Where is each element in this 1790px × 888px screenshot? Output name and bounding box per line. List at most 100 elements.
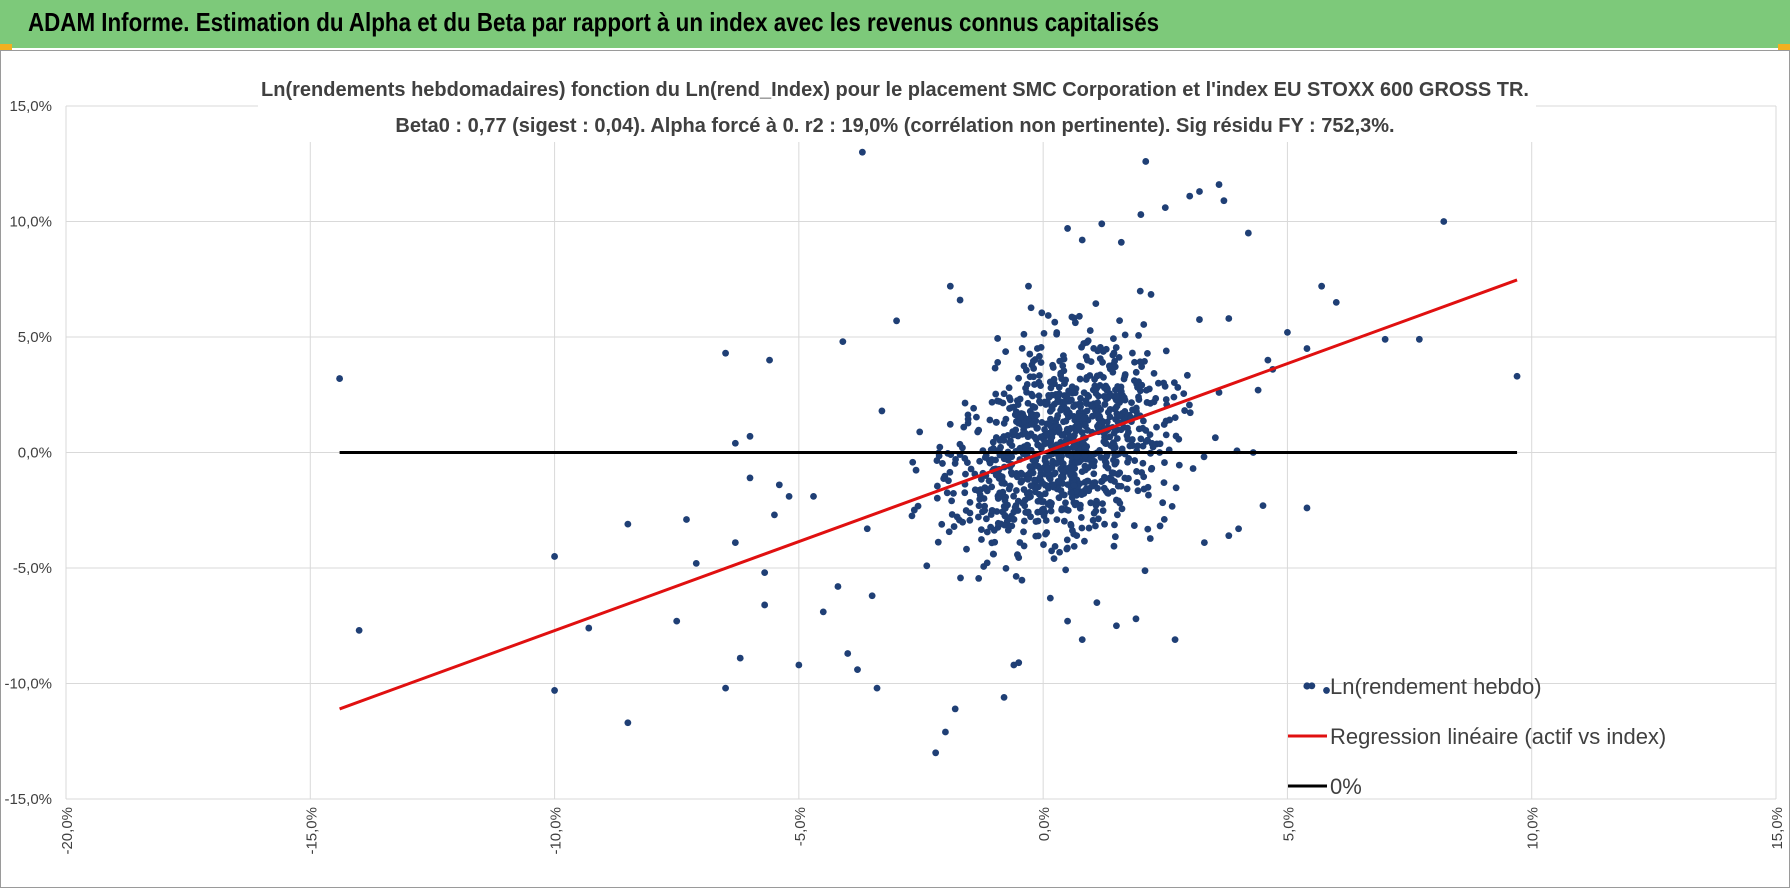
scatter-point <box>1116 412 1123 420</box>
scatter-point <box>1012 572 1020 580</box>
x-tick-label: -10,0% <box>548 807 565 855</box>
scatter-point <box>731 539 739 546</box>
y-tick-label: 0,0% <box>18 445 52 462</box>
scatter-point <box>1211 434 1219 442</box>
scatter-point <box>1264 356 1272 364</box>
scatter-point <box>1076 504 1084 512</box>
scatter-point <box>1037 344 1045 351</box>
scatter-point <box>946 282 954 290</box>
scatter-point <box>1059 352 1067 360</box>
scatter-point <box>731 439 739 447</box>
scatter-point <box>1110 444 1118 452</box>
scatter-point <box>1080 414 1088 422</box>
scatter-point <box>1005 384 1013 392</box>
scatter-point <box>967 465 975 473</box>
scatter-point <box>1144 525 1152 533</box>
scatter-point <box>943 489 951 497</box>
scatter-point <box>1161 459 1168 466</box>
scatter-point <box>1034 497 1042 505</box>
scatter-point <box>1026 350 1034 358</box>
scatter-point <box>1101 475 1109 483</box>
scatter-point <box>977 475 985 483</box>
x-axis-tick-labels: -20,0% -15,0% -10,0% -5,0% 0,0% 5,0% 10,0% 15,0… <box>59 807 1786 855</box>
scatter-point <box>868 592 876 600</box>
scatter-point <box>934 538 942 546</box>
x-tick-label: 5,0% <box>1280 807 1297 841</box>
scatter-point <box>1303 345 1311 352</box>
scatter-point <box>1142 158 1150 165</box>
scatter-point <box>1036 352 1043 360</box>
scatter-point <box>956 296 964 304</box>
scatter-point <box>1089 516 1097 524</box>
scatter-point <box>1082 397 1090 405</box>
scatter-point <box>810 492 817 500</box>
scatter-point <box>1029 402 1037 410</box>
scatter-point <box>683 516 690 523</box>
scatter-point <box>1002 564 1010 572</box>
scatter-point <box>1062 499 1069 507</box>
scatter-point <box>1041 490 1049 498</box>
scatter-point <box>1005 394 1013 402</box>
scatter-point <box>1000 693 1008 701</box>
scatter-point <box>839 338 847 346</box>
scatter-point <box>975 502 983 510</box>
scatter-point <box>1050 400 1058 408</box>
scatter-point <box>1020 486 1028 493</box>
scatter-point <box>1080 340 1088 347</box>
x-tick-label: 10,0% <box>1525 807 1542 850</box>
scatter-point <box>844 650 852 657</box>
scatter-point <box>1081 421 1089 429</box>
scatter-point <box>964 415 972 423</box>
scatter-point <box>1103 418 1111 426</box>
scatter-point <box>1118 445 1126 453</box>
scatter-point <box>1235 525 1242 533</box>
scatter-point <box>1081 466 1089 474</box>
scatter-point <box>1124 428 1132 436</box>
scatter-point <box>761 601 769 609</box>
scatter-point <box>1043 465 1051 473</box>
scatter-point <box>974 428 982 436</box>
scatter-point <box>1027 420 1035 428</box>
scatter-point <box>1142 427 1150 434</box>
scatter-point <box>933 482 941 490</box>
x-tick-label: -20,0% <box>59 807 76 855</box>
scatter-point <box>1064 225 1071 232</box>
scatter-point <box>912 466 920 474</box>
scatter-point <box>1058 432 1066 439</box>
scatter-point <box>1121 331 1129 339</box>
scatter-point <box>1147 291 1155 298</box>
scatter-point <box>1137 211 1145 218</box>
header-banner: ADAM Informe. Estimation du Alpha et du … <box>0 0 1790 50</box>
scatter-point <box>946 420 954 428</box>
scatter-point <box>986 416 994 424</box>
scatter-point <box>1148 440 1156 447</box>
scatter-point <box>1014 551 1021 559</box>
scatter-point <box>1513 372 1521 380</box>
scatter-point <box>939 460 946 467</box>
scatter-point <box>766 356 773 364</box>
scatter-point <box>992 390 1000 398</box>
scatter-point <box>1024 441 1032 449</box>
scatter-point <box>1078 363 1085 371</box>
scatter-point <box>1132 615 1140 623</box>
scatter-point <box>1061 380 1068 387</box>
scatter-point <box>795 661 803 669</box>
scatter-point <box>974 513 982 521</box>
scatter-point <box>1042 401 1050 408</box>
scatter-point <box>1078 636 1086 644</box>
scatter-point <box>1078 429 1086 436</box>
scatter-point <box>1002 348 1010 356</box>
scatter-point <box>1112 392 1120 400</box>
scatter-point <box>1043 431 1051 439</box>
scatter-point <box>1018 477 1026 485</box>
scatter-point <box>1029 357 1037 365</box>
scatter-point <box>1058 506 1066 514</box>
scatter-point <box>1046 407 1054 415</box>
scatter-point <box>1030 373 1037 381</box>
scatter-point <box>1051 542 1059 550</box>
scatter-point <box>1101 520 1108 528</box>
scatter-point <box>961 399 969 407</box>
scatter-point <box>948 497 956 505</box>
scatter-point <box>1102 440 1110 447</box>
scatter-point <box>1332 298 1340 306</box>
